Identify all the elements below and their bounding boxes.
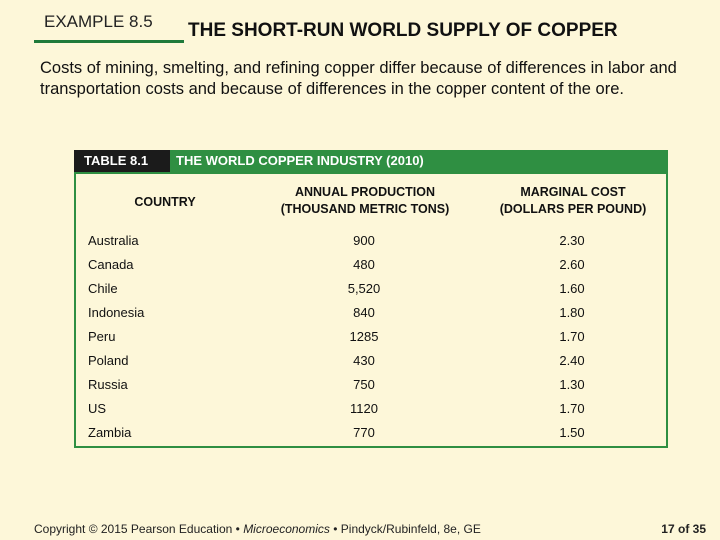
cell-cost: 1.50 xyxy=(559,425,585,440)
column-header-cost-line2: (DOLLARS PER POUND) xyxy=(499,202,647,216)
table-row: US 1120 1.70 xyxy=(88,399,668,423)
cell-production: 1285 xyxy=(349,329,379,344)
footer-copyright: Copyright © 2015 Pearson Education • xyxy=(34,522,240,536)
cell-production: 770 xyxy=(353,425,375,440)
cell-cost: 2.60 xyxy=(559,257,585,272)
cell-country: US xyxy=(88,401,107,416)
column-header-production-line2: (THOUSAND METRIC TONS) xyxy=(280,202,450,216)
cell-country: Australia xyxy=(88,233,139,248)
cell-production: 750 xyxy=(353,377,375,392)
footer-authors: • Pindyck/Rubinfeld, 8e, GE xyxy=(333,522,481,536)
column-header-country-text: COUNTRY xyxy=(134,195,196,209)
cell-cost: 2.30 xyxy=(559,233,585,248)
cell-production: 480 xyxy=(353,257,375,272)
column-header-cost: MARGINAL COST (DOLLARS PER POUND) xyxy=(478,184,668,218)
cell-country: Canada xyxy=(88,257,134,272)
column-header-cost-line1: MARGINAL COST xyxy=(520,185,626,199)
cell-production: 5,520 xyxy=(347,281,381,296)
cell-cost: 1.70 xyxy=(559,401,585,416)
table-body: Australia 900 2.30 Canada 480 2.60 Chile… xyxy=(88,231,668,447)
intro-text: Costs of mining, smelting, and refining … xyxy=(40,59,677,98)
cell-country: Indonesia xyxy=(88,305,145,320)
page-number: 17 of 35 xyxy=(661,522,706,536)
cell-cost: 1.80 xyxy=(559,305,585,320)
page-current: 17 xyxy=(661,522,675,536)
table-row: Poland 430 2.40 xyxy=(88,351,668,375)
cell-production: 430 xyxy=(353,353,375,368)
table-row: Australia 900 2.30 xyxy=(88,231,668,255)
table-row: Zambia 770 1.50 xyxy=(88,423,668,447)
example-underline xyxy=(34,40,184,43)
footer-credit: Copyright © 2015 Pearson Education • Mic… xyxy=(34,522,481,536)
table-header-bar xyxy=(74,150,668,172)
cell-country: Chile xyxy=(88,281,118,296)
column-header-production-line1: ANNUAL PRODUCTION xyxy=(294,185,436,199)
table-row: Russia 750 1.30 xyxy=(88,375,668,399)
slide-title: THE SHORT-RUN WORLD SUPPLY OF COPPER xyxy=(188,20,618,41)
cell-production: 1120 xyxy=(350,401,378,416)
table-number: TABLE 8.1 xyxy=(74,150,170,172)
cell-country: Russia xyxy=(88,377,128,392)
cell-cost: 1.60 xyxy=(559,281,585,296)
table-title: THE WORLD COPPER INDUSTRY (2010) xyxy=(176,153,424,168)
cell-production: 840 xyxy=(353,305,375,320)
cell-production: 900 xyxy=(353,233,375,248)
column-header-production: ANNUAL PRODUCTION (THOUSAND METRIC TONS) xyxy=(250,184,480,218)
table-row: Indonesia 840 1.80 xyxy=(88,303,668,327)
table-row: Chile 5,520 1.60 xyxy=(88,279,668,303)
page-total: of 35 xyxy=(677,522,706,536)
table-frame xyxy=(74,172,668,448)
footer-book-title: Microeconomics xyxy=(243,522,330,536)
example-label: EXAMPLE 8.5 xyxy=(44,12,153,31)
cell-country: Peru xyxy=(88,329,116,344)
cell-cost: 1.30 xyxy=(559,377,585,392)
cell-cost: 1.70 xyxy=(559,329,585,344)
table-row: Peru 1285 1.70 xyxy=(88,327,668,351)
cell-cost: 2.40 xyxy=(559,353,585,368)
cell-country: Zambia xyxy=(88,425,132,440)
table-row: Canada 480 2.60 xyxy=(88,255,668,279)
cell-country: Poland xyxy=(88,353,129,368)
column-header-country: COUNTRY xyxy=(120,194,210,211)
